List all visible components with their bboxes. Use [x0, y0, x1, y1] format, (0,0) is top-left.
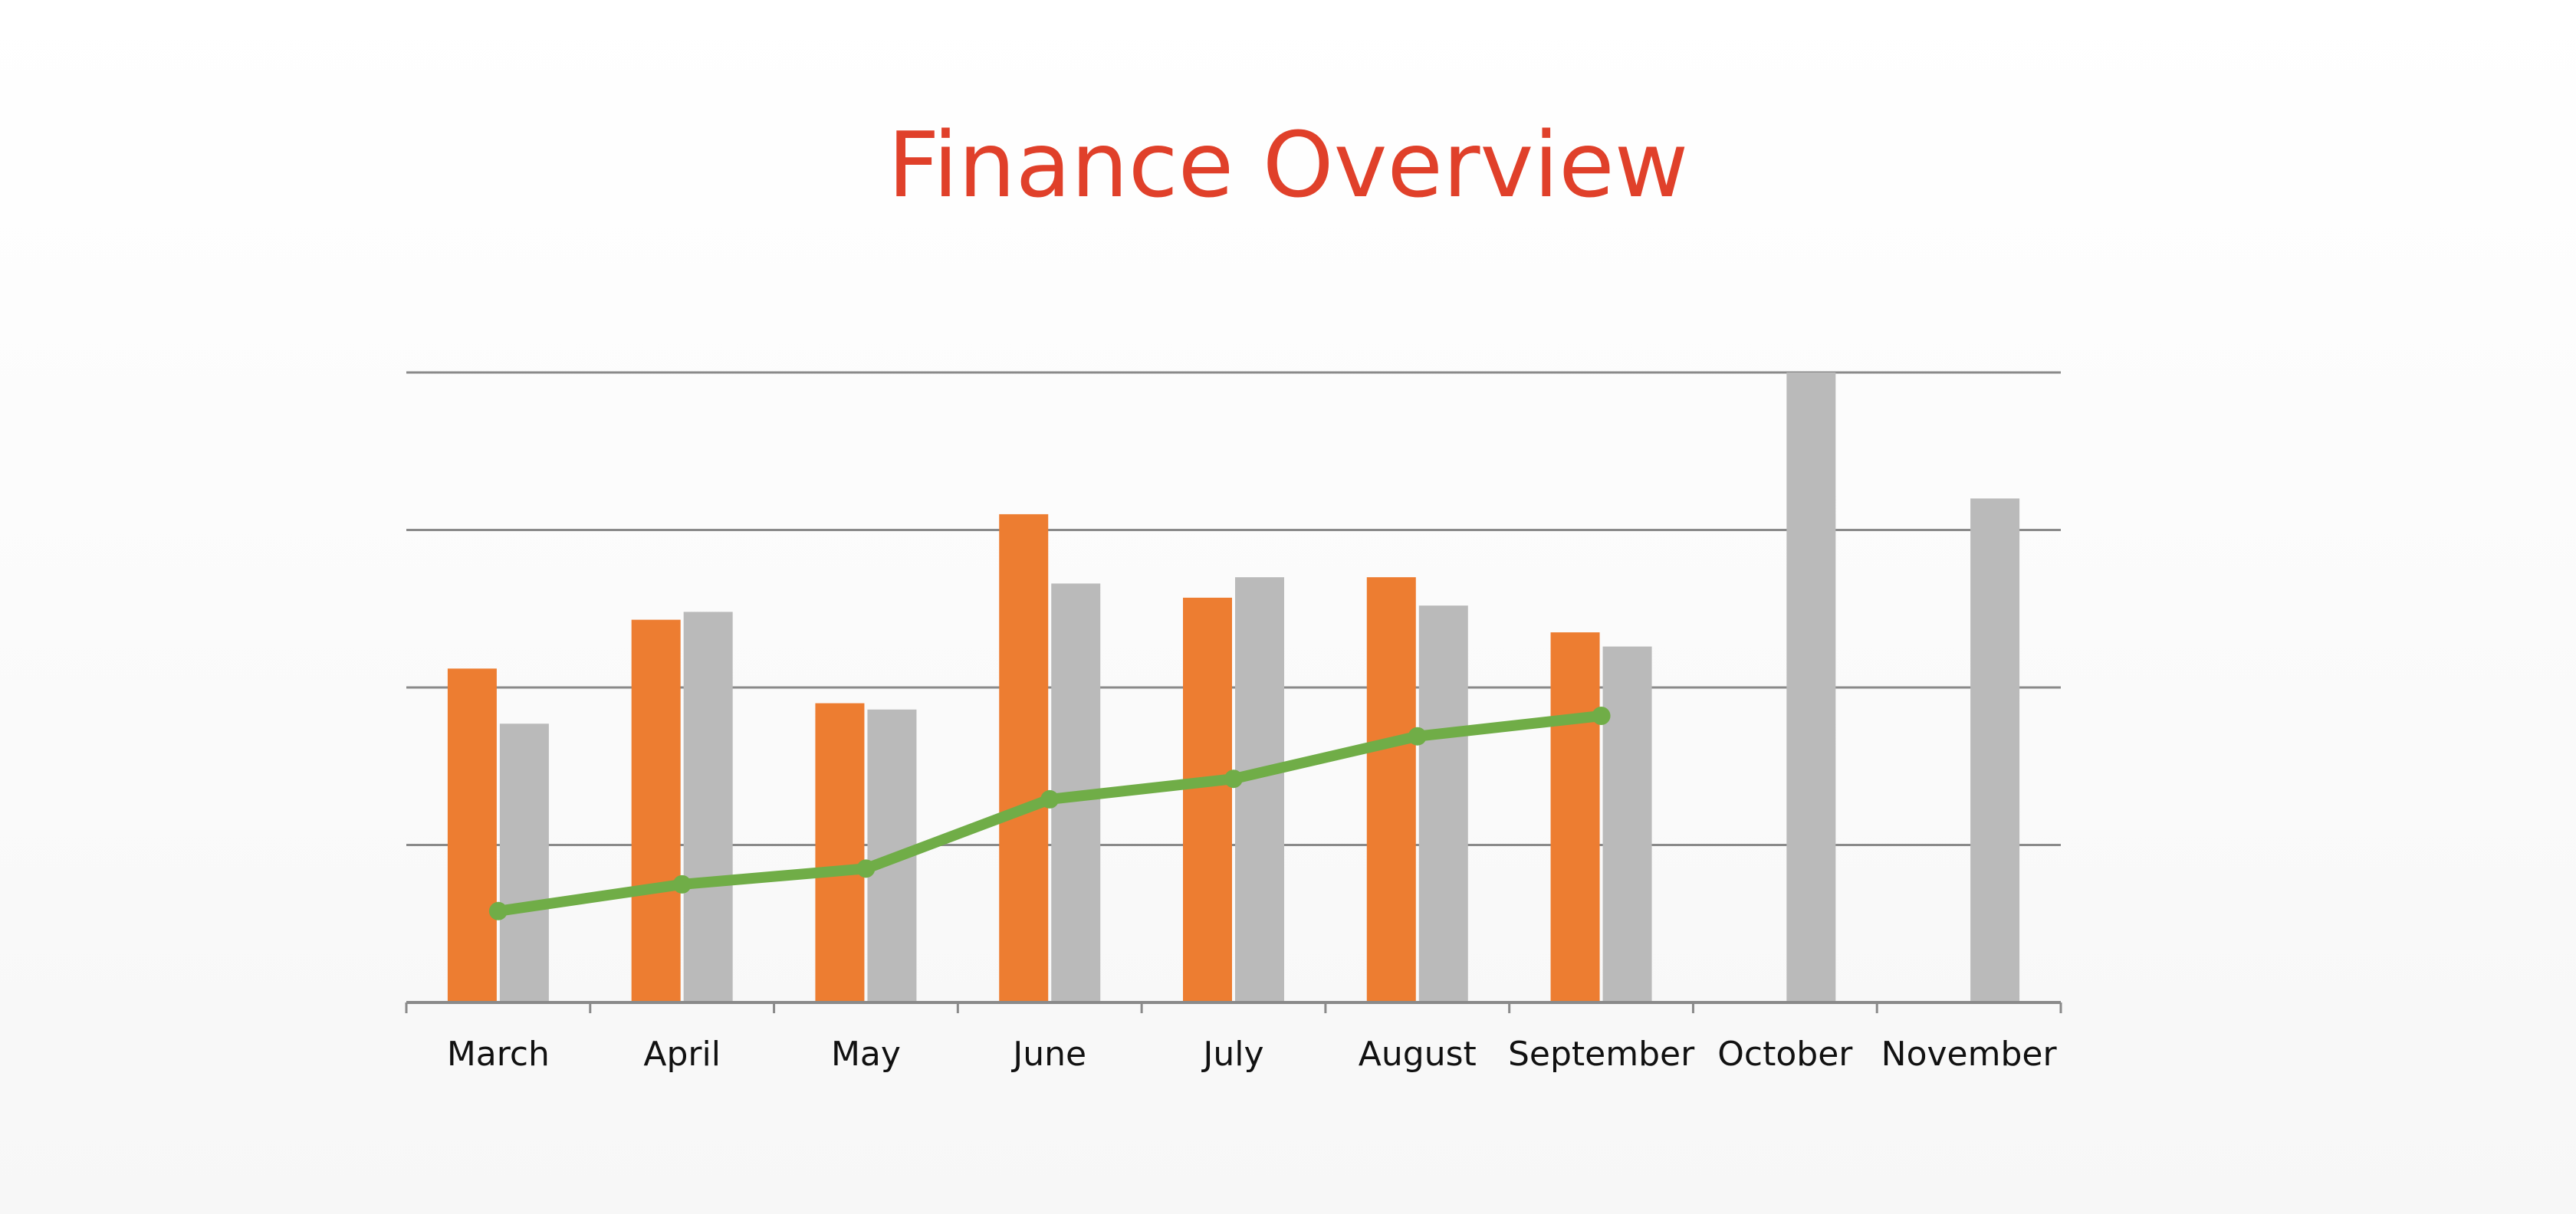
bar-gray-november: [1970, 498, 2020, 1002]
bar-orange-july: [1183, 597, 1232, 1002]
chart-title: Finance Overview: [887, 112, 1689, 218]
line-point: [1592, 706, 1611, 725]
line-point: [488, 901, 508, 920]
line-point: [856, 859, 876, 878]
bar-orange-march: [447, 668, 497, 1002]
x-tick-label: September: [1508, 1035, 1695, 1074]
x-tick-label: June: [1010, 1035, 1086, 1074]
bar-orange-september: [1550, 632, 1600, 1002]
bar-orange-august: [1366, 577, 1416, 1002]
x-tick-label: March: [447, 1035, 550, 1074]
line-point: [1224, 769, 1243, 789]
bar-orange-june: [999, 513, 1049, 1002]
bar-gray-october: [1786, 372, 1836, 1002]
line-point: [1040, 789, 1060, 809]
x-tick-labels: March April May June July August September Octo…: [447, 1035, 2058, 1074]
bar-gray-july: [1235, 577, 1284, 1002]
x-tick-label: October: [1717, 1035, 1853, 1074]
x-tick-label: August: [1359, 1035, 1477, 1074]
bar-orange-may: [815, 703, 865, 1002]
x-tick-label: April: [643, 1035, 721, 1074]
bar-gray-september: [1602, 646, 1652, 1002]
bar-orange-april: [631, 619, 681, 1002]
gridlines: [406, 371, 2061, 846]
bar-gray-march: [499, 723, 549, 1002]
bar-gray-august: [1418, 605, 1468, 1002]
bars: [447, 372, 2020, 1002]
x-tick-label: November: [1881, 1035, 2058, 1074]
x-tick-label: May: [831, 1035, 901, 1074]
line-point: [672, 874, 692, 894]
line-point: [1408, 727, 1427, 746]
bar-gray-april: [683, 612, 733, 1002]
x-tick-label: July: [1201, 1035, 1263, 1074]
x-axis: [405, 1001, 2062, 1013]
line-series: [488, 706, 1611, 920]
